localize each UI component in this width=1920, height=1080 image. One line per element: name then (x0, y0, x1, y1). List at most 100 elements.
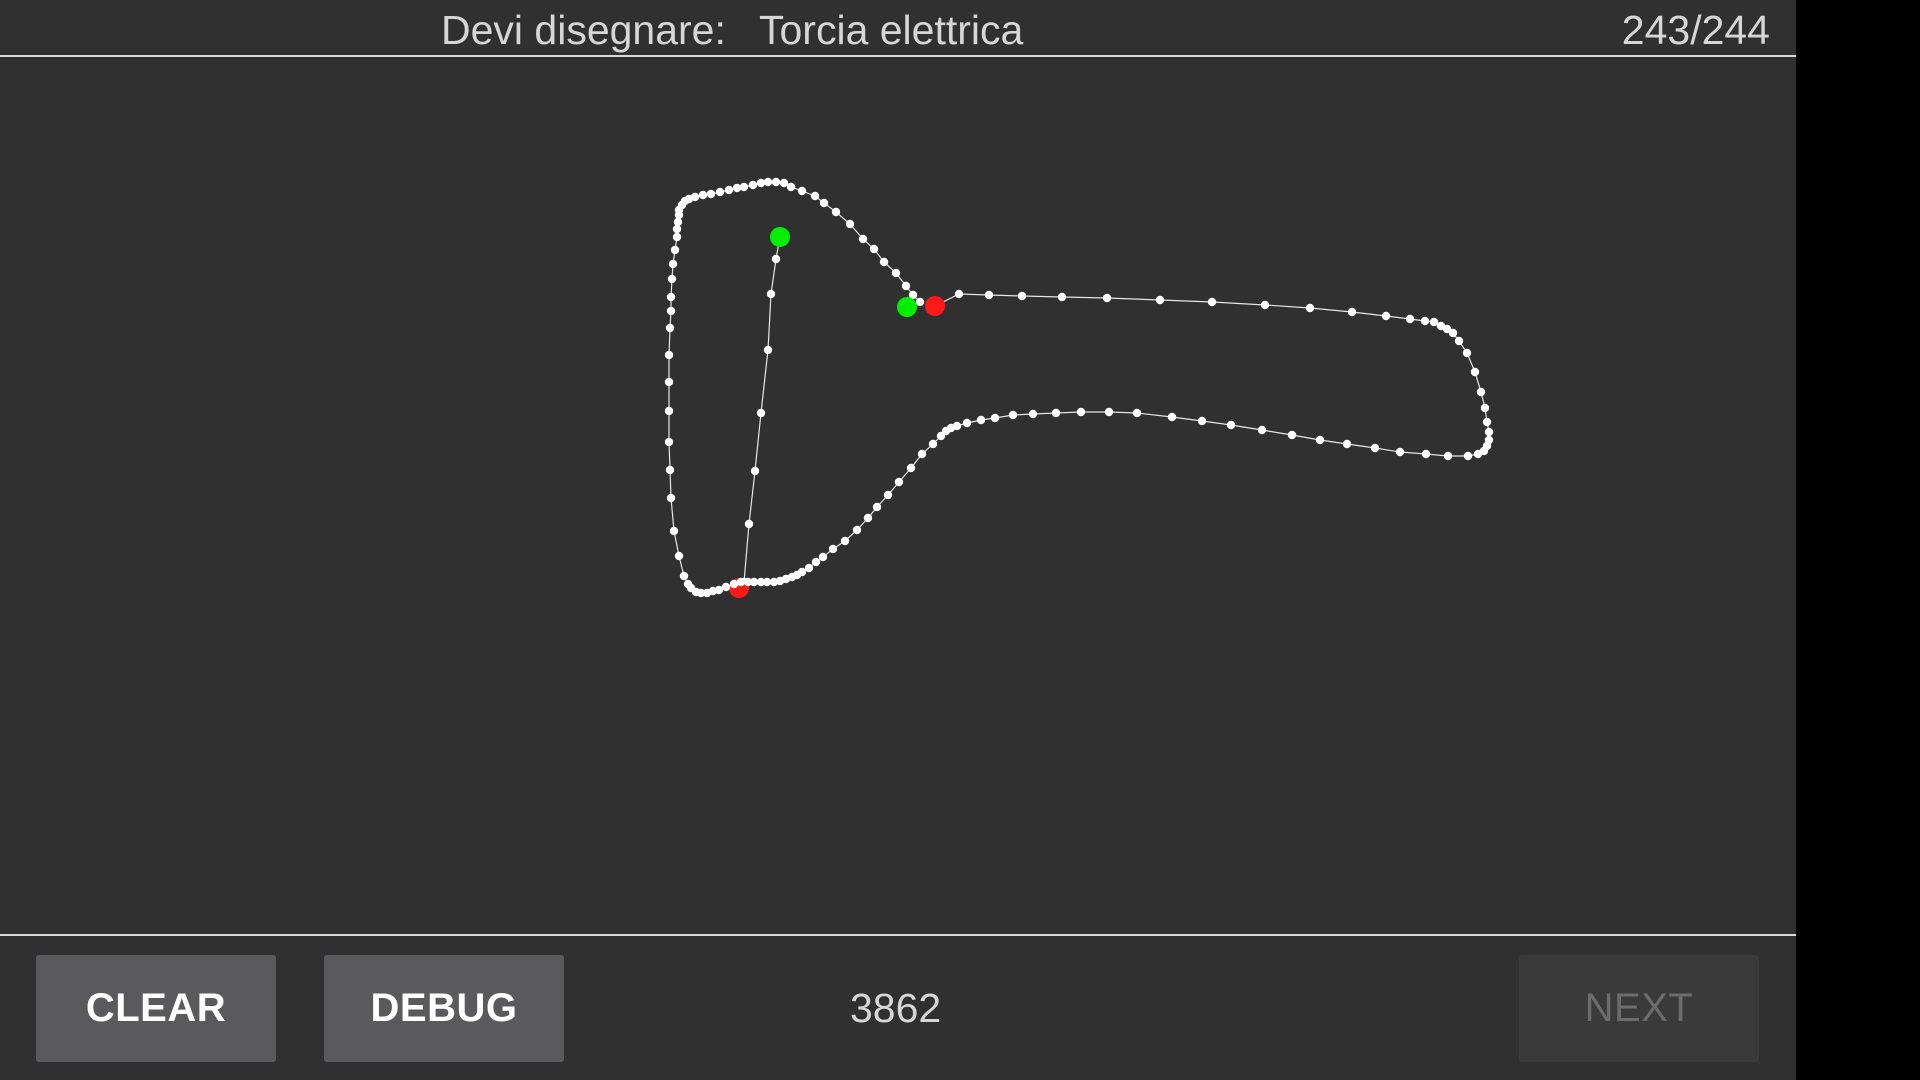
stroke-point (669, 526, 679, 536)
stroke-point (990, 413, 1000, 423)
stroke-point (749, 577, 759, 587)
stroke-point (664, 437, 674, 447)
next-button[interactable]: NEXT (1519, 955, 1759, 1062)
stroke-point (1484, 427, 1494, 437)
stroke-point (721, 582, 731, 592)
stroke-point (771, 177, 781, 187)
stroke-point (1476, 387, 1486, 397)
stroke-point (739, 182, 749, 192)
stroke-point (872, 502, 882, 512)
stroke-point (1381, 311, 1391, 321)
stroke-point (818, 552, 828, 562)
stroke-point (706, 189, 716, 199)
stroke-point (1132, 408, 1142, 418)
stroke-point (954, 289, 964, 299)
stroke-point (797, 186, 807, 196)
stroke-point (1017, 291, 1027, 301)
stroke-point (1051, 408, 1061, 418)
stroke-point (674, 210, 684, 220)
stroke-point (828, 544, 838, 554)
stroke-point (666, 292, 676, 302)
stroke-point (763, 345, 773, 355)
stroke-point (901, 281, 911, 291)
stroke-point (786, 182, 796, 192)
stroke-point (891, 268, 901, 278)
stroke-point (1484, 435, 1494, 445)
stroke-point (811, 557, 821, 567)
stroke-point (908, 290, 918, 300)
stroke-point (667, 274, 677, 284)
stroke-point (732, 183, 742, 193)
drawing-canvas[interactable] (0, 57, 1796, 934)
stroke-point (883, 490, 893, 500)
stroke-point (696, 588, 706, 598)
stroke-point (858, 234, 868, 244)
stroke-point (729, 579, 739, 589)
stroke-point (679, 571, 689, 581)
stroke-point (665, 323, 675, 333)
stroke-start-marker (897, 297, 917, 317)
stroke-point (1260, 300, 1270, 310)
stroke-point (766, 289, 776, 299)
stroke-point (1305, 303, 1315, 313)
stroke-point (664, 406, 674, 416)
clear-button[interactable]: CLEAR (36, 955, 276, 1062)
stroke-point (840, 536, 850, 546)
stroke-point (879, 257, 889, 267)
stroke-point (750, 466, 760, 476)
stroke-point (756, 178, 766, 188)
stroke-point (666, 306, 676, 316)
stroke-point (1057, 292, 1067, 302)
stroke-point (1167, 412, 1177, 422)
stroke-point (779, 178, 789, 188)
stroke-point (1226, 420, 1236, 430)
stroke-start-marker (770, 227, 790, 247)
stroke-point (670, 245, 680, 255)
stroke-point (1370, 443, 1380, 453)
stroke-point (672, 224, 682, 234)
right-edge-strip (1796, 0, 1920, 1080)
stroke-point (672, 232, 682, 242)
stroke-point (1207, 297, 1217, 307)
stroke-end-marker (925, 296, 945, 316)
stroke-point (915, 297, 925, 307)
stroke-point (863, 513, 873, 523)
stroke-point (674, 551, 684, 561)
prompt-label: Devi disegnare: (441, 7, 726, 53)
stroke-point (762, 577, 772, 587)
stroke-point (819, 198, 829, 208)
body-stroke (664, 177, 1494, 598)
drawing-surface[interactable] (0, 57, 1796, 934)
stroke-point (736, 577, 746, 587)
stroke-point (1443, 451, 1453, 461)
debug-button[interactable]: DEBUG (324, 955, 564, 1062)
stroke-point (1197, 416, 1207, 426)
stroke-point (984, 290, 994, 300)
stroke-point (831, 207, 841, 217)
stroke-point (962, 418, 972, 428)
stroke-point (1454, 336, 1464, 346)
stroke-point (869, 244, 879, 254)
stroke-point (976, 415, 986, 425)
stroke-point (804, 563, 814, 573)
drawing-app: Devi disegnare: Torcia elettrica 243/244… (0, 0, 1796, 1080)
stroke-point (1315, 435, 1325, 445)
stroke-point (1076, 407, 1086, 417)
stroke-point (845, 219, 855, 229)
stroke-point (1421, 449, 1431, 459)
stroke-point (1028, 409, 1038, 419)
progress-counter: 243/244 (1621, 7, 1770, 53)
stroke-point (715, 187, 725, 197)
prompt-word: Torcia elettrica (759, 7, 1024, 53)
handle-stroke (729, 227, 790, 598)
stroke-point (810, 191, 820, 201)
stroke-point (666, 493, 676, 503)
stroke-point (928, 439, 938, 449)
stroke-point (1155, 295, 1165, 305)
stroke-point (763, 177, 773, 187)
footer-divider (0, 934, 1796, 936)
stroke-point (1482, 417, 1492, 427)
stroke-point (668, 259, 678, 269)
stroke-point (756, 408, 766, 418)
stroke-point (1463, 451, 1473, 461)
